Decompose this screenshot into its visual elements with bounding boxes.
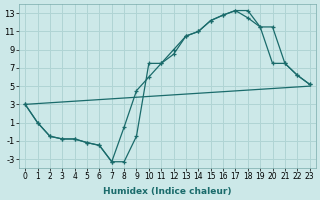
X-axis label: Humidex (Indice chaleur): Humidex (Indice chaleur): [103, 187, 232, 196]
